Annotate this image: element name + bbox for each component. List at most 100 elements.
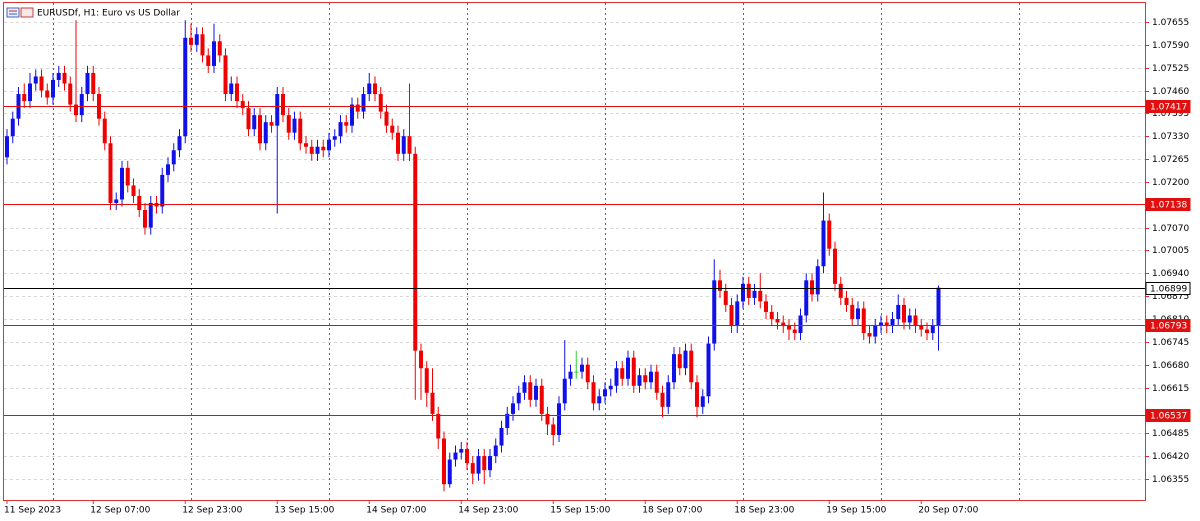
x-tick-label: 13 Sep 15:00 xyxy=(274,506,334,516)
candle-body xyxy=(200,34,205,56)
candle-body xyxy=(143,210,147,228)
candle-body xyxy=(206,55,211,66)
candle-body xyxy=(321,146,326,151)
price-level-label: 1.06537 xyxy=(1150,412,1187,422)
candle-body xyxy=(465,449,469,464)
candle-body xyxy=(413,153,418,351)
candle-body xyxy=(729,304,734,327)
candle-body xyxy=(62,72,67,84)
candle-body xyxy=(867,333,872,337)
price-level-box xyxy=(1145,198,1191,211)
candle-body xyxy=(28,83,32,102)
candle-body xyxy=(792,329,797,334)
y-tick-label: 1.06680 xyxy=(1152,361,1189,371)
candle-body xyxy=(309,146,314,154)
x-tick-label: 18 Sep 07:00 xyxy=(642,506,702,516)
y-tick-label: 1.06745 xyxy=(1152,338,1189,348)
candle-body xyxy=(108,143,113,203)
candle-body xyxy=(246,108,251,130)
grid xyxy=(4,3,1145,500)
candle-body xyxy=(844,297,849,305)
candle-body xyxy=(758,290,763,302)
candle-body xyxy=(51,79,55,98)
candle-body xyxy=(936,287,941,327)
x-tick-label: 12 Sep 07:00 xyxy=(90,506,150,516)
candle-body xyxy=(114,199,119,203)
candle-body xyxy=(171,150,176,165)
price-level-box xyxy=(1145,100,1191,113)
price-level-label: 1.07417 xyxy=(1150,103,1187,113)
y-tick-label: 1.07070 xyxy=(1152,224,1189,234)
candle-body xyxy=(769,311,774,319)
candle-body xyxy=(91,72,96,95)
y-tick-label: 1.07005 xyxy=(1152,246,1189,256)
candle-body xyxy=(229,83,234,95)
y-tick-label: 1.06420 xyxy=(1152,452,1189,462)
y-tick-label: 1.07590 xyxy=(1152,41,1189,51)
candle-body xyxy=(930,326,935,334)
candle-body xyxy=(447,459,452,485)
candle-body xyxy=(591,382,596,404)
candle-body xyxy=(752,290,757,298)
y-tick-label: 1.07460 xyxy=(1152,87,1189,97)
candle-body xyxy=(10,118,15,137)
candle-body xyxy=(798,315,803,334)
candle-body xyxy=(315,146,320,154)
candle-body xyxy=(804,280,809,316)
price-levels: 1.07417 1.07138 1.06899 1.06793 1.06537 xyxy=(4,100,1191,422)
candle-body xyxy=(39,76,44,91)
candle-body xyxy=(177,136,182,151)
candle-body xyxy=(424,368,429,393)
candle-body xyxy=(902,304,906,323)
y-tick-label: 1.07655 xyxy=(1152,18,1189,28)
candle-body xyxy=(873,326,878,337)
x-tick-label: 20 Sep 07:00 xyxy=(918,506,978,516)
candle-body xyxy=(925,329,929,334)
candle-body xyxy=(879,322,883,327)
candle-body xyxy=(631,357,636,386)
price-level-box xyxy=(1145,282,1191,295)
candle-body xyxy=(194,34,199,45)
candle-body xyxy=(718,280,722,291)
candle-body xyxy=(125,167,130,186)
candle-body xyxy=(833,248,837,284)
candle-body xyxy=(344,122,349,126)
y-tick-label: 1.07200 xyxy=(1152,178,1189,188)
candle-body xyxy=(212,41,216,66)
candle-body xyxy=(269,122,274,126)
candle-body xyxy=(258,115,262,144)
candle-body xyxy=(488,456,492,471)
candle-body xyxy=(338,122,343,137)
candle-body xyxy=(689,350,694,383)
candle-body xyxy=(235,83,239,102)
candle-body xyxy=(166,164,170,175)
candle-body xyxy=(252,115,257,130)
candle-body xyxy=(401,136,406,154)
candle-body xyxy=(614,368,619,386)
candle-body xyxy=(890,318,895,327)
candle-body xyxy=(574,371,579,373)
candle-body xyxy=(511,403,515,414)
candle-body xyxy=(568,371,573,379)
candle-body xyxy=(56,72,61,80)
candle-body xyxy=(373,83,377,95)
candle-body xyxy=(499,427,504,446)
candle-body xyxy=(735,301,740,327)
chart-icon xyxy=(6,7,20,18)
y-tick-label: 1.06485 xyxy=(1152,429,1189,439)
candle-body xyxy=(85,72,90,95)
candle-body xyxy=(407,136,412,154)
candle-body xyxy=(5,136,9,158)
candle-body xyxy=(332,136,337,140)
candle-body xyxy=(907,315,912,323)
candle-body xyxy=(240,101,245,109)
candle-body xyxy=(551,424,556,435)
candle-body xyxy=(442,438,446,485)
candle-body xyxy=(361,94,366,112)
candle-body xyxy=(528,382,533,400)
candle-body xyxy=(298,118,303,144)
candle-body xyxy=(327,139,331,151)
candle-body xyxy=(764,301,768,312)
